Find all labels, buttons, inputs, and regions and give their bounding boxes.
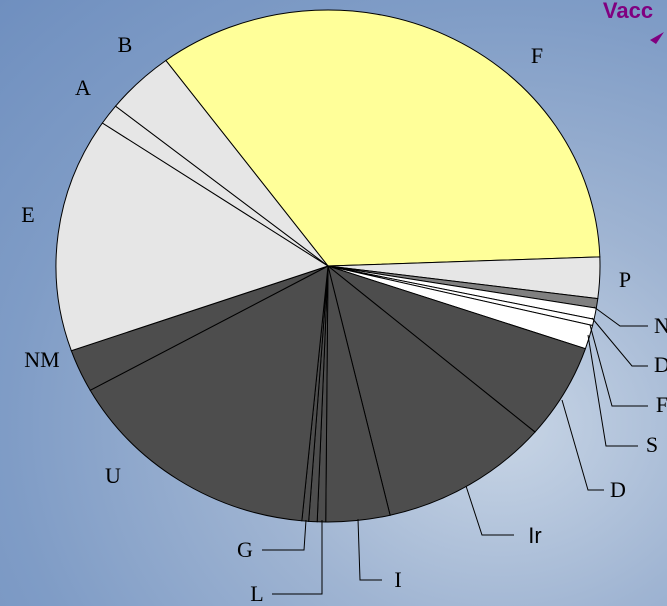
slice-label: I [394,567,401,592]
slice-label: F [531,43,543,68]
slice-label: F [656,392,667,417]
pie-slice [327,264,536,516]
leader-line [262,519,307,551]
leader-line [591,317,648,367]
pie-slice [165,9,601,267]
leader-line [589,324,648,407]
pie-slice [55,122,330,352]
slice-label: S [646,432,658,457]
slice-label: A [75,75,91,100]
slice-label: L [250,581,263,606]
slice-label: N [654,313,667,338]
slice-label: NM [24,347,59,372]
slice-label: P [619,267,631,292]
leader-line [357,518,382,581]
annotation-arrow [650,32,664,44]
pie-slice [89,265,329,522]
leader-line [465,485,514,536]
slice-label: D [610,477,626,502]
annotation: Vacc [603,0,653,23]
slice-label: Ir [528,523,541,548]
slice-label: D [654,352,667,377]
pie-slice [114,59,329,267]
leader-line [593,306,648,327]
slice-label: B [118,32,133,57]
leader-line [561,399,604,491]
leader-line [587,334,638,447]
leader-line [272,520,323,595]
slice-label: G [237,537,253,562]
slice-label: U [105,463,121,488]
slice-label: E [21,202,34,227]
